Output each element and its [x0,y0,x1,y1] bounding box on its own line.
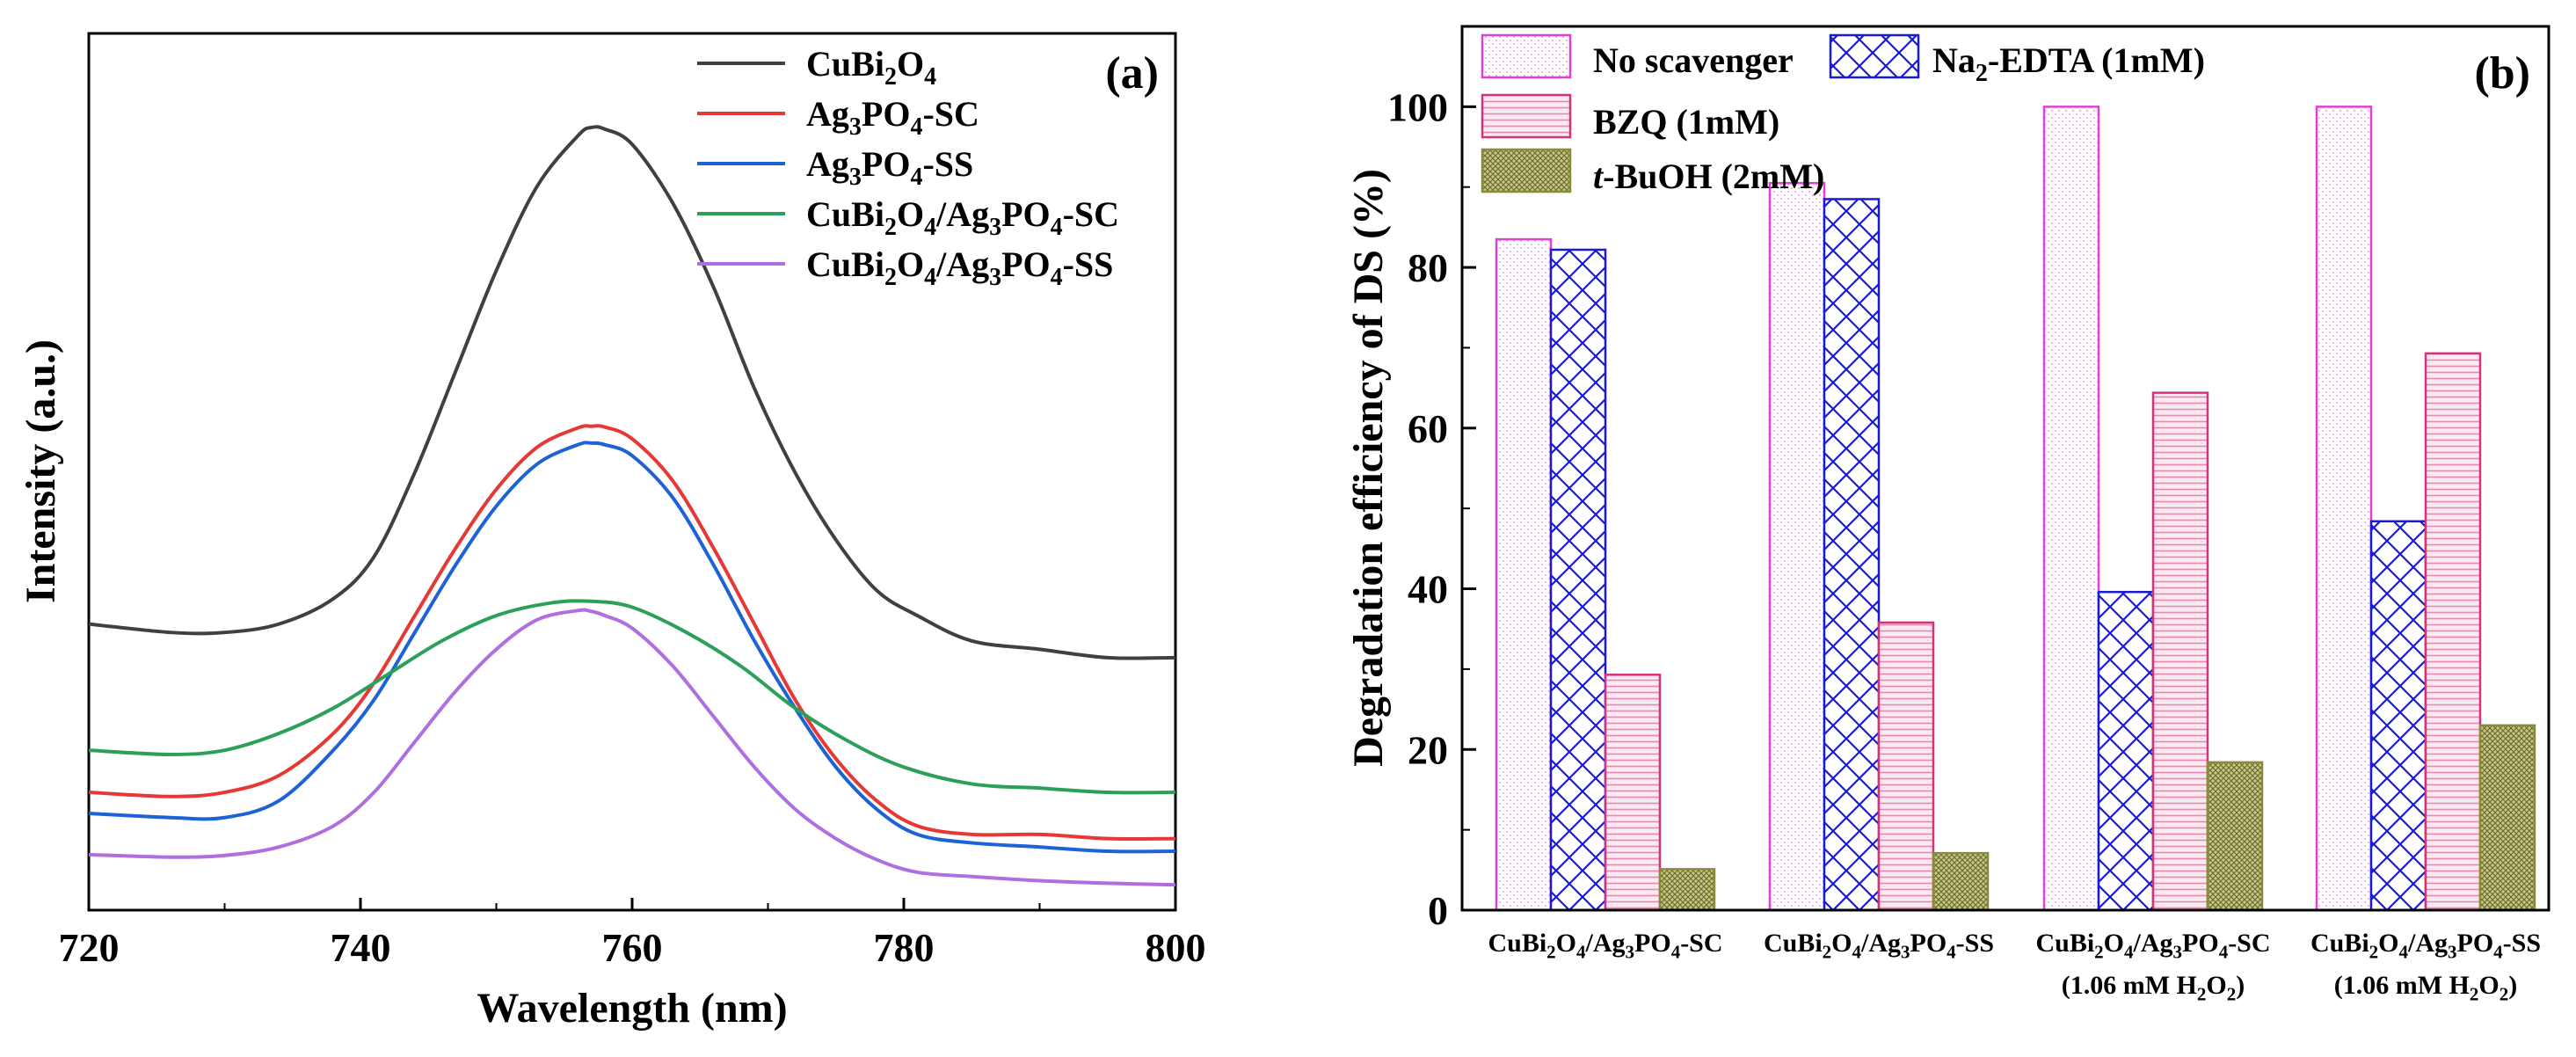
category-label-2: CuBi2O4/Ag3PO4-SC [2035,929,2270,963]
series-line-Ag3PO4-SC [88,424,1176,842]
panel-a-x-tick-label: 760 [602,925,663,970]
category-sublabel-3: (1.06 mM H2O2) [2334,971,2517,1005]
legend-label-Ag3PO4-SC: Ag3PO4-SC [806,94,979,141]
bar-No scavenger-0 [1495,237,1553,912]
bar-BZQ (1mM)-3 [2424,352,2482,912]
panel-a-x-tick-label: 780 [874,925,935,970]
panel-a-tag: (a) [1105,48,1159,98]
panel-b-plot-frame [1460,25,2551,912]
bar-No scavenger-1 [1768,181,1826,912]
panel-b-y-axis-label: Degradation efficiency of DS (%) [1345,169,1392,767]
legend-swatch-BZQ (1mM) [1481,93,1572,139]
series-line-CuBi2O4 [88,125,1176,660]
legend-label-Na2-EDTA (1mM): Na2-EDTA (1mM) [1932,40,2205,87]
category-label-3: CuBi2O4/Ag3PO4-SS [2310,929,2541,963]
series-line-CuBi2O4/Ag3PO4-SC [88,599,1176,795]
bar-No scavenger-2 [2042,106,2100,912]
legend-label-Ag3PO4-SS: Ag3PO4-SS [806,144,973,191]
series-line-Ag3PO4-SS [88,441,1176,854]
bar-No scavenger-3 [2315,106,2373,912]
bar-BZQ (1mM)-1 [1877,621,1935,912]
bar-BZQ (1mM)-0 [1604,674,1662,912]
panel-a-y-axis-label: Intensity (a.u.) [18,339,64,603]
bar-t-BuOH (2mM)-2 [2206,761,2264,912]
panel-a-x-tick-label: 740 [331,925,391,970]
panel-b-bars [1495,106,2536,912]
legend-label-CuBi2O4: CuBi2O4 [806,44,936,91]
bar-t-BuOH (2mM)-1 [1932,851,1990,912]
panel-a-plot-frame [87,32,1177,912]
legend-swatch-t-BuOH (2mM) [1481,148,1572,193]
panel-b-y-tick-label: 60 [1408,406,1448,451]
legend-label-No scavenger: No scavenger [1593,40,1794,80]
bar-Na2-EDTA (1mM)-1 [1823,198,1881,912]
legend-swatch-Na2-EDTA (1mM) [1829,33,1920,79]
panel-b-y-tick-label: 0 [1428,888,1448,933]
panel-a-x-ticks: 720 740 760 780 800 [59,898,1206,970]
panel-a-x-tick-label: 720 [59,925,120,970]
panel-b-y-tick-label: 80 [1408,245,1448,290]
bar-Na2-EDTA (1mM)-3 [2369,520,2427,912]
panel-b-tag: (b) [2474,48,2530,98]
panel-b-y-tick-label: 20 [1408,727,1448,772]
panel-a: 720 740 760 780 800 CuBi2O4Ag3PO4-SCAg3PO4-S… [18,32,1206,1031]
bar-Na2-EDTA (1mM)-0 [1549,248,1607,912]
category-label-0: CuBi2O4/Ag3PO4-SC [1488,929,1722,963]
panel-a-x-axis-label: Wavelength (nm) [477,985,787,1031]
panel-b-legend: No scavenger Na2-EDTA (1mM) BZQ (1mM) t-BuO… [1481,33,2205,196]
series-line-CuBi2O4/Ag3PO4-SS [88,608,1176,887]
panel-b-y-tick-label: 40 [1408,567,1448,612]
panel-a-series-lines [88,125,1176,887]
legend-label-BZQ (1mM): BZQ (1mM) [1593,102,1779,142]
legend-label-CuBi2O4/Ag3PO4-SS: CuBi2O4/Ag3PO4-SS [806,244,1113,291]
bar-t-BuOH (2mM)-0 [1658,868,1716,912]
panel-a-x-tick-label: 800 [1146,925,1206,970]
legend-swatch-No scavenger [1481,33,1572,79]
panel-a-legend: CuBi2O4Ag3PO4-SCAg3PO4-SSCuBi2O4/Ag3PO4-… [697,44,1119,291]
bar-t-BuOH (2mM)-3 [2478,724,2536,912]
category-sublabel-2: (1.06 mM H2O2) [2062,971,2245,1005]
bar-BZQ (1mM)-2 [2151,391,2209,912]
panel-b-category-labels: CuBi2O4/Ag3PO4-SC CuBi2O4/Ag3PO4-SS CuBi2O… [1488,929,2541,1005]
category-label-1: CuBi2O4/Ag3PO4-SS [1764,929,1994,963]
panel-b-y-tick-label: 100 [1387,84,1448,129]
legend-label-t-BuOH (2mM): t-BuOH (2mM) [1593,157,1824,196]
legend-label-CuBi2O4/Ag3PO4-SC: CuBi2O4/Ag3PO4-SC [806,194,1119,241]
panel-b-y-ticks: 0 20 40 60 80 100 [1387,84,1476,933]
bar-Na2-EDTA (1mM)-2 [2097,590,2155,912]
